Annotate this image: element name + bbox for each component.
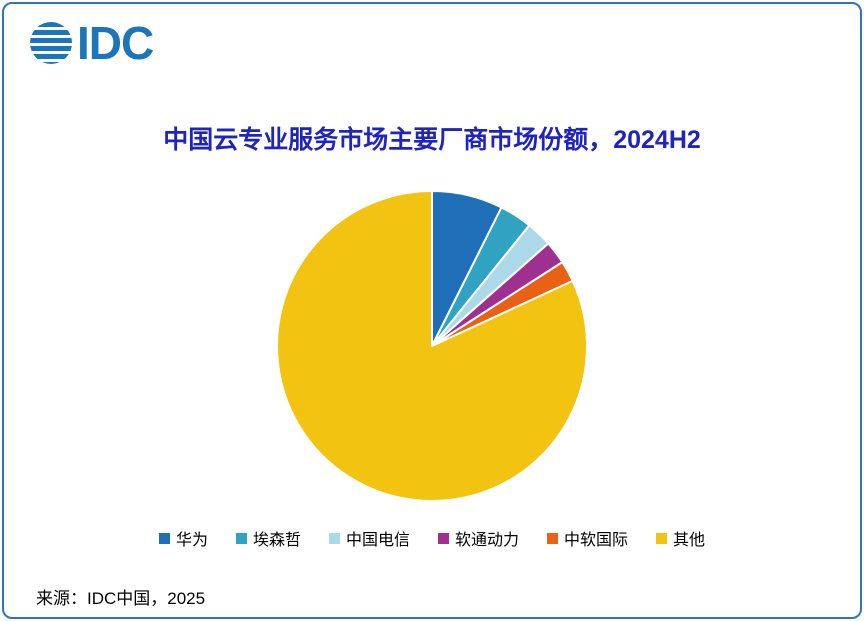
legend-item: 埃森哲 — [235, 526, 301, 550]
legend-swatch — [547, 532, 559, 544]
legend-item: 软通动力 — [438, 526, 519, 550]
legend-label: 中国电信 — [345, 532, 410, 549]
idc-globe-icon — [30, 22, 72, 64]
legend-swatch — [235, 532, 247, 544]
legend-item: 华为 — [158, 526, 208, 550]
legend-label: 埃森哲 — [252, 532, 301, 549]
legend-swatch — [656, 532, 668, 544]
legend-item: 中国电信 — [328, 526, 410, 550]
source-note: 来源：IDC中国，2025 — [36, 589, 206, 608]
legend-item: 中软国际 — [547, 526, 628, 550]
idc-logo-text: IDC — [77, 17, 154, 69]
chart-title: 中国云专业服务市场主要厂商市场份额，2024H2 — [163, 126, 701, 154]
pie-slice-其他 — [276, 190, 588, 502]
legend-swatch — [328, 532, 340, 544]
legend-swatch — [438, 532, 449, 544]
pie-chart — [276, 190, 588, 502]
legend-label: 其他 — [673, 532, 706, 549]
legend: 华为 埃森哲 中国电信 软通动力 中软国际 其他 — [0, 526, 864, 550]
legend-label: 华为 — [175, 532, 208, 549]
legend-label: 软通动力 — [455, 532, 520, 549]
legend-item: 其他 — [656, 526, 705, 550]
legend-label: 中软国际 — [564, 532, 629, 549]
legend-swatch — [158, 532, 170, 544]
pie-chart-container — [267, 184, 597, 508]
idc-logo: IDC — [28, 17, 154, 69]
